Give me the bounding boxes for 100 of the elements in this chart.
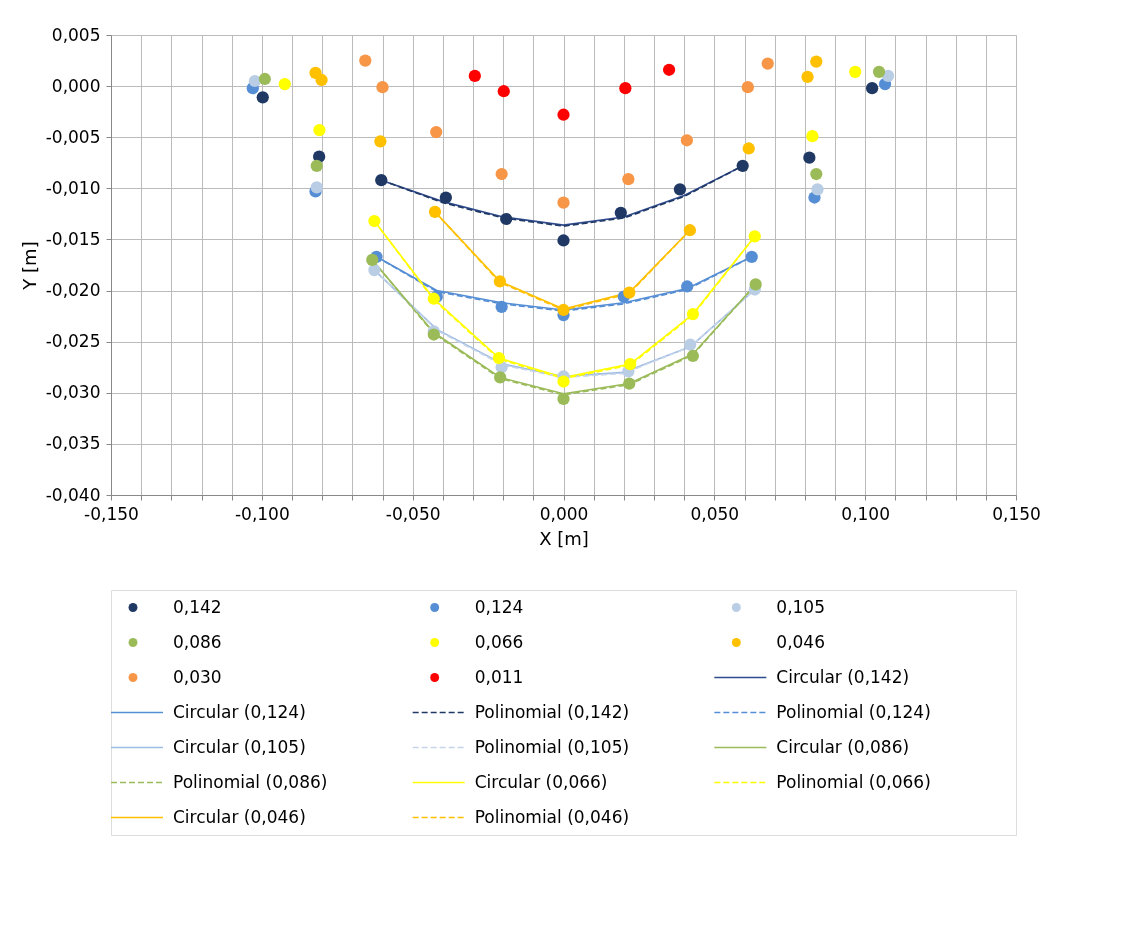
point xyxy=(622,173,635,186)
legend-label: Polinomial (0,046) xyxy=(474,806,630,827)
point xyxy=(865,82,879,95)
legend-label: Circular (0,046) xyxy=(173,806,306,827)
point xyxy=(493,275,506,288)
point xyxy=(811,183,824,196)
legend-label: Polinomial (0,066) xyxy=(776,771,931,792)
x-tick-label: 0,000 xyxy=(539,503,589,524)
point xyxy=(623,377,636,390)
legend-label: Polinomial (0,142) xyxy=(474,701,630,722)
y-axis-title: Y [m] xyxy=(18,241,40,291)
point xyxy=(497,85,510,98)
legend-label: Circular (0,066) xyxy=(474,771,608,792)
point xyxy=(748,230,761,243)
legend-label: Polinomial (0,086) xyxy=(173,771,328,792)
legend-label: 0,066 xyxy=(474,631,524,652)
point xyxy=(619,82,632,95)
point xyxy=(681,280,694,293)
point xyxy=(368,264,381,277)
point xyxy=(557,108,570,121)
point xyxy=(810,167,823,181)
point xyxy=(810,55,823,68)
point xyxy=(439,191,452,204)
y-tick-label: -0,025 xyxy=(45,331,101,352)
point xyxy=(256,91,269,104)
point xyxy=(803,151,816,164)
point xyxy=(248,74,262,88)
point xyxy=(872,65,886,78)
point xyxy=(494,371,507,384)
y-tick-label: -0,010 xyxy=(45,177,101,198)
point xyxy=(374,135,387,148)
point xyxy=(492,351,506,365)
y-tick-label: -0,030 xyxy=(45,382,101,403)
point xyxy=(500,212,513,226)
point xyxy=(662,63,676,76)
point xyxy=(359,54,372,67)
point xyxy=(683,224,697,237)
point xyxy=(430,126,443,139)
y-tick-label: -0,015 xyxy=(45,228,101,249)
x-tick-label: 0,050 xyxy=(690,503,740,524)
y-tick-label: -0,005 xyxy=(45,126,101,147)
point xyxy=(310,181,323,194)
legend-label: 0,124 xyxy=(474,596,524,617)
point xyxy=(375,174,388,187)
x-tick-label: 0,100 xyxy=(841,503,890,524)
x-tick-label: 0,150 xyxy=(992,503,1041,524)
point xyxy=(741,81,754,94)
point xyxy=(624,358,637,371)
legend-label: Polinomial (0,124) xyxy=(776,701,931,722)
point xyxy=(761,57,774,70)
point xyxy=(849,65,862,78)
legend-label: 0,046 xyxy=(776,631,826,652)
point xyxy=(557,303,570,317)
point xyxy=(428,205,442,218)
point xyxy=(495,167,508,181)
point xyxy=(557,375,570,388)
point xyxy=(310,159,323,172)
y-tick-label: -0,020 xyxy=(45,280,101,301)
point xyxy=(742,142,755,155)
y-tick-label: 0,005 xyxy=(51,24,101,45)
legend-label: Circular (0,124) xyxy=(173,701,306,722)
point xyxy=(801,70,814,84)
point xyxy=(881,69,895,82)
point xyxy=(686,307,700,321)
point xyxy=(745,250,758,263)
point xyxy=(614,206,627,219)
x-tick-label: -0,050 xyxy=(385,503,441,524)
point xyxy=(366,253,379,266)
x-axis-title: X [m] xyxy=(539,527,589,549)
legend-label: 0,105 xyxy=(776,596,826,617)
point xyxy=(684,338,697,351)
legend-label: Circular (0,142) xyxy=(776,666,910,687)
point xyxy=(368,214,381,228)
legend-label: Circular (0,105) xyxy=(173,736,306,757)
point xyxy=(686,349,700,363)
point xyxy=(468,69,481,82)
legend-label: 0,030 xyxy=(173,666,222,687)
point xyxy=(623,286,636,299)
legend-label: 0,086 xyxy=(173,631,222,652)
y-tick-label: -0,040 xyxy=(45,484,101,505)
point xyxy=(557,392,570,406)
legend-label: 0,142 xyxy=(173,596,222,617)
y-tick-label: -0,035 xyxy=(45,433,101,454)
point xyxy=(258,72,271,86)
point xyxy=(557,196,570,209)
point xyxy=(376,81,389,94)
point xyxy=(278,77,291,91)
point xyxy=(557,234,570,247)
y-tick-label: 0,000 xyxy=(51,75,101,96)
point xyxy=(806,130,819,143)
legend-label: Circular (0,086) xyxy=(776,736,910,757)
legend-label: Polinomial (0,105) xyxy=(474,736,630,757)
point xyxy=(315,73,328,87)
point xyxy=(749,278,762,291)
point xyxy=(495,300,508,314)
x-tick-label: -0,100 xyxy=(234,503,290,524)
point xyxy=(313,123,326,137)
point xyxy=(736,159,749,172)
x-tick-label: -0,150 xyxy=(84,503,139,524)
point xyxy=(680,134,694,147)
